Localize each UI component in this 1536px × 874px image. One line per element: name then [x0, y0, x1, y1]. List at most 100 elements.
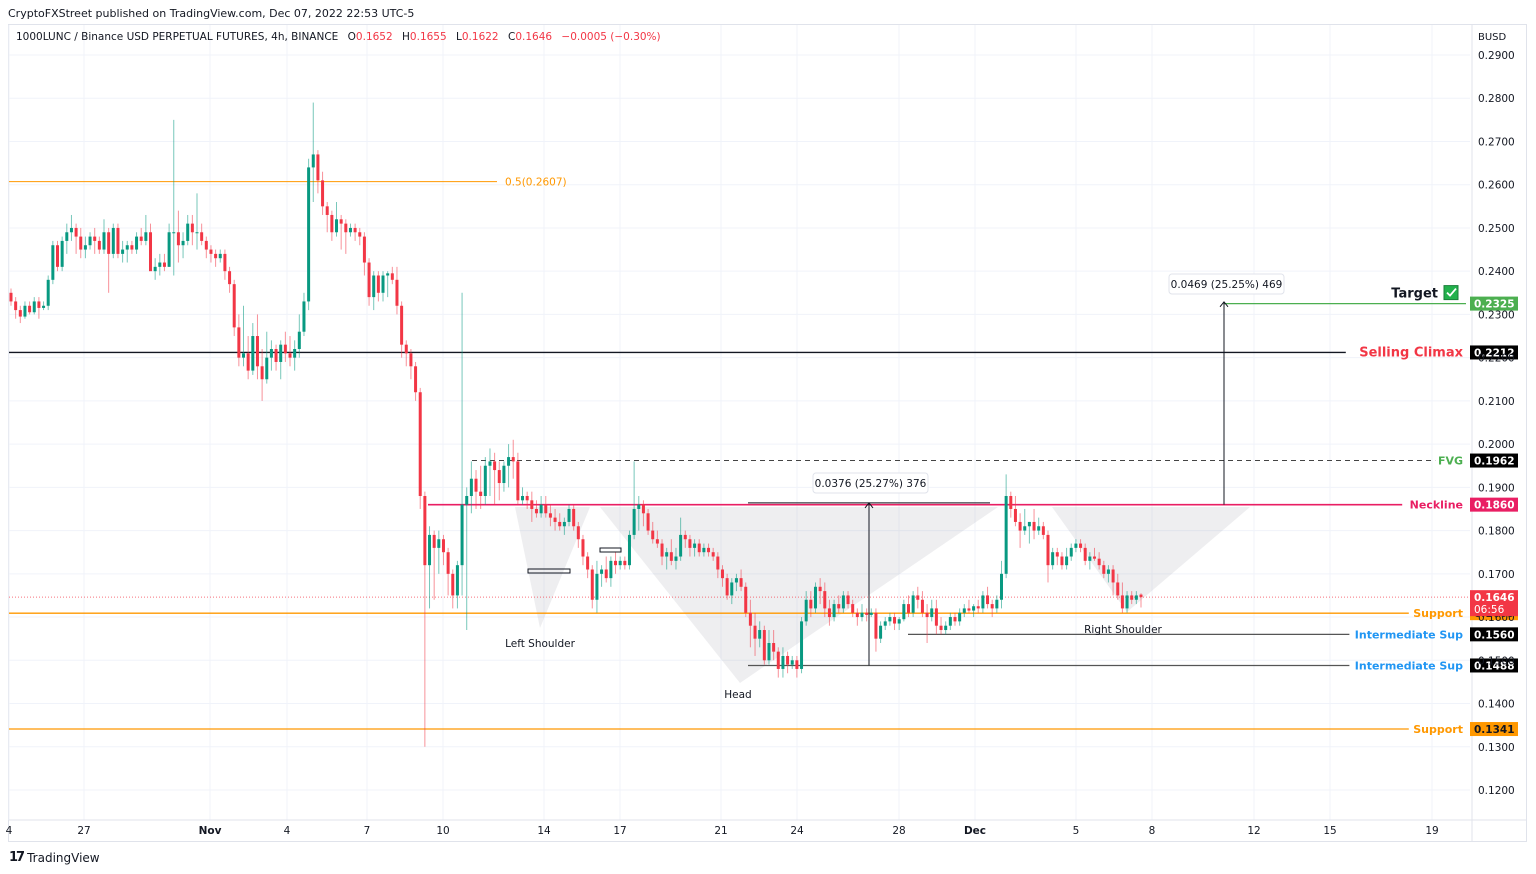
candle-body	[372, 275, 376, 298]
candle-body	[1139, 594, 1143, 598]
candle-body	[460, 504, 464, 566]
candle-body	[544, 504, 548, 514]
candle-body	[400, 305, 404, 345]
candle-body	[772, 642, 776, 652]
candle-body	[716, 556, 720, 570]
price-badge	[1470, 722, 1518, 737]
x-tick-label: 4	[284, 825, 291, 837]
x-tick-label: 28	[892, 825, 905, 837]
candle-body	[609, 560, 613, 579]
level-label: Intermediate Sup	[1355, 628, 1463, 641]
candle-body	[804, 599, 808, 622]
level-label: FVG	[1438, 455, 1463, 468]
candle-body	[725, 578, 729, 596]
candle-body	[497, 470, 501, 484]
candle-body	[428, 534, 432, 566]
y-tick-label: 0.2200	[1478, 353, 1515, 365]
y-tick-label: 0.1500	[1478, 655, 1515, 667]
level-intermediate-sup[interactable]: Intermediate Sup 0.1488	[748, 658, 1518, 673]
candle-body	[511, 457, 515, 462]
candle-body	[1013, 508, 1017, 522]
price-badge	[1470, 497, 1518, 512]
price-badge-text: 0.2212	[1474, 347, 1515, 359]
level-fvg[interactable]: FVG 0.1962	[472, 453, 1518, 468]
candle-body	[37, 301, 41, 308]
candle-body	[576, 526, 580, 540]
candle-body	[376, 275, 380, 293]
candle-body	[69, 227, 73, 233]
level-neckline[interactable]: Neckline 0.1860	[428, 497, 1518, 512]
candle-body	[767, 642, 771, 661]
candle-body	[1097, 558, 1101, 566]
candle-body	[1037, 526, 1041, 531]
level-selling-climax[interactable]: Selling Climax 0.2212	[9, 345, 1518, 360]
candle-body	[600, 569, 604, 574]
candle-body	[958, 612, 962, 622]
candle-body	[986, 595, 990, 605]
candle-body	[1116, 582, 1120, 596]
candle-body	[190, 223, 194, 233]
candle-body	[46, 279, 50, 306]
candle-body	[586, 556, 590, 570]
candle-body	[493, 461, 497, 471]
candle-body	[358, 232, 362, 237]
candle-body	[534, 508, 538, 514]
candle-body	[604, 569, 608, 579]
pattern-label-left-shoulder: Left Shoulder	[505, 638, 576, 650]
candle-body	[711, 552, 715, 557]
level-target[interactable]: Target 0.2325	[1224, 285, 1518, 311]
candle-body	[144, 232, 148, 241]
candle-body	[823, 591, 827, 609]
tradingview-footer[interactable]: 17 TradingView	[9, 850, 100, 865]
candle-body	[776, 651, 780, 669]
candle-body	[795, 660, 799, 669]
ohlc-legend: 1000LUNC / Binance USD PERPETUAL FUTURES…	[16, 31, 661, 43]
candle-body	[623, 560, 627, 566]
candle-body	[288, 353, 292, 358]
candle-body	[348, 227, 352, 233]
candle-body	[395, 279, 399, 306]
candle-body	[790, 660, 794, 665]
measure-tool[interactable]: 0.0469 (25.25%) 469	[1168, 273, 1285, 505]
candle-body	[488, 461, 492, 466]
level-intermediate-sup[interactable]: Intermediate Sup 0.1560	[908, 627, 1518, 642]
candle-body	[246, 353, 250, 371]
open-value: 0.1652	[355, 31, 393, 43]
candle-body	[827, 608, 831, 618]
y-tick-label: 0.2300	[1478, 309, 1515, 321]
price-badge-text: 0.1962	[1474, 456, 1515, 468]
low-value: 0.1622	[461, 31, 499, 43]
symbol-title[interactable]: 1000LUNC / Binance USD PERPETUAL FUTURES…	[16, 31, 339, 43]
y-tick-label: 0.2000	[1478, 439, 1515, 451]
candle-body	[65, 232, 69, 241]
candle-body	[465, 495, 469, 505]
candle-body	[51, 245, 55, 280]
level-support[interactable]: Support 0.1341	[9, 722, 1518, 737]
candle-body	[209, 249, 213, 254]
candle-body	[855, 612, 859, 618]
published-line: CryptoFXStreet published on TradingView.…	[8, 7, 415, 20]
x-tick-label: 17	[613, 825, 626, 837]
candle-body	[758, 630, 762, 639]
candle-body	[18, 310, 22, 317]
y-tick-label: 0.1200	[1478, 785, 1515, 797]
candle-body	[879, 625, 883, 639]
measure-tool[interactable]: 0.0376 (25.27%) 376	[812, 472, 929, 666]
price-badge	[1470, 658, 1518, 673]
candle-body	[655, 539, 659, 544]
candle-body	[683, 534, 687, 540]
candle-body	[195, 232, 199, 234]
candle-body	[297, 331, 301, 349]
candle-body	[135, 236, 139, 250]
candle-body	[697, 543, 701, 553]
candle-body	[274, 348, 278, 362]
candle-body	[404, 344, 408, 354]
x-tick-label: 24	[790, 825, 804, 837]
x-tick-label: 15	[1323, 825, 1336, 837]
candle-body	[1069, 547, 1073, 557]
price-badge	[1470, 296, 1518, 311]
price-badge-text: 0.1488	[1474, 660, 1515, 672]
candle-body	[1065, 556, 1069, 566]
candle-body	[23, 305, 27, 317]
